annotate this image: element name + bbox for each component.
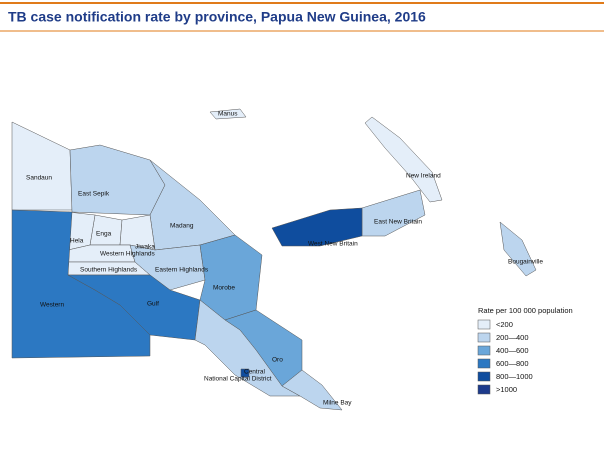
legend-swatch <box>477 358 491 369</box>
province-label: Central <box>244 369 266 376</box>
legend-label: >1000 <box>496 385 517 394</box>
province-label: Hela <box>70 238 84 245</box>
legend-title: Rate per 100 000 population <box>478 306 573 315</box>
province-label: Enga <box>96 231 112 238</box>
province <box>240 368 250 378</box>
province <box>281 369 343 411</box>
legend-swatch <box>477 384 491 395</box>
province <box>271 207 363 247</box>
legend-label: 200—400 <box>496 333 529 342</box>
province-label: National Capital District <box>204 376 272 383</box>
province-labels: Manus Sandaun East Sepik New Ireland Eas… <box>26 111 543 407</box>
province-label: Sandaun <box>26 175 52 182</box>
legend: Rate per 100 000 population <200 200—400 4… <box>477 306 573 395</box>
province-label: Southern Highlands <box>80 267 138 274</box>
province <box>364 116 443 203</box>
legend-swatch <box>477 371 491 382</box>
legend-label: <200 <box>496 320 513 329</box>
province-label: Bougainville <box>508 259 543 266</box>
province-label: Morobe <box>213 285 235 292</box>
province <box>499 221 537 277</box>
province-label: East Sepik <box>78 191 110 198</box>
legend-label: 800—1000 <box>496 372 533 381</box>
provinces <box>11 108 537 411</box>
province-label: Manus <box>218 111 238 118</box>
province-label: Madang <box>170 223 194 230</box>
province-label: Jiwaka <box>135 244 155 251</box>
province <box>209 108 247 120</box>
province-label: East New Britain <box>374 219 422 226</box>
legend-swatch <box>477 332 491 343</box>
province-label: West New Britain <box>308 241 358 248</box>
province-label: Milne Bay <box>323 400 352 407</box>
province-label: Oro <box>272 357 283 364</box>
province-label: Western Highlands <box>100 251 156 258</box>
legend-swatch <box>477 345 491 356</box>
legend-label: 400—600 <box>496 346 529 355</box>
legend-label: 600—800 <box>496 359 529 368</box>
province-label: Western <box>40 302 64 309</box>
province-label: Gulf <box>147 301 159 308</box>
province-label: New Ireland <box>406 173 441 180</box>
legend-swatch <box>477 319 491 330</box>
map-title: TB case notification rate by province, P… <box>8 9 426 25</box>
province-label: Eastern Highlands <box>155 267 209 274</box>
